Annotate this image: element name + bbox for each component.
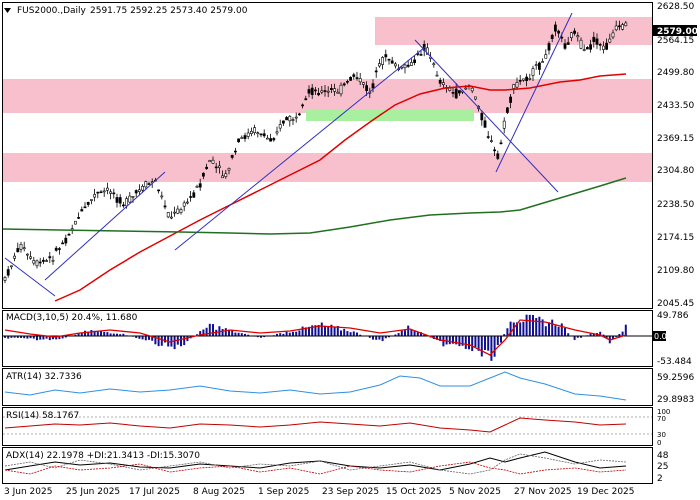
price-tick: 2433.50 xyxy=(657,101,694,111)
trendlines xyxy=(4,12,573,297)
macd-label: MACD(3,10,5) 20.4%, 11.680 xyxy=(6,313,138,323)
date-tick: 19 Dec 2025 xyxy=(577,487,635,497)
atr-line xyxy=(4,371,627,401)
resistance-zone-top xyxy=(375,17,652,45)
macd-axis-top: 49.786 xyxy=(657,311,689,321)
price-tick: 2564.15 xyxy=(657,36,694,46)
date-tick: 17 Jul 2025 xyxy=(129,487,180,497)
adx-axis-bottom: 2 xyxy=(657,474,663,484)
atr-axis-top: 59.2596 xyxy=(657,373,694,383)
date-tick: 8 Aug 2025 xyxy=(193,487,245,497)
rsi-axis: 100 70 30 0 xyxy=(657,408,670,447)
date-tick: 25 Jun 2025 xyxy=(66,487,120,497)
price-axis: 2628.50 2564.15 2499.80 2433.50 2369.15 … xyxy=(657,2,694,309)
price-tick: 2499.80 xyxy=(657,68,694,78)
resistance-zone-mid xyxy=(3,79,652,113)
rsi-line xyxy=(4,417,627,433)
price-tick: 2174.15 xyxy=(657,233,694,243)
price-tick: 2045.45 xyxy=(657,299,694,309)
date-tick: 27 Nov 2025 xyxy=(514,487,572,497)
atr-axis-bottom: 29.8983 xyxy=(657,395,694,405)
macd-axis-bottom: -53.484 xyxy=(657,357,692,367)
chart-header: FUS2000.,Daily 2591.75 2592.25 2573.40 2… xyxy=(4,6,248,16)
minus-di-line xyxy=(4,461,627,475)
date-tick: 5 Nov 2025 xyxy=(449,487,501,497)
atr-label: ATR(14) 32.7336 xyxy=(6,372,82,382)
current-price-box xyxy=(653,25,697,36)
symbol-label: FUS2000.,Daily xyxy=(17,6,87,16)
svg-text:30: 30 xyxy=(657,431,666,439)
date-tick: 3 Jun 2025 xyxy=(4,487,52,497)
adx-axis-mid: 25 xyxy=(657,462,668,472)
adx-axis-top: 48 xyxy=(657,451,669,461)
macd-axis-zero: 0.00 xyxy=(654,332,672,341)
support-zone xyxy=(306,110,474,121)
macd-zero-box xyxy=(653,331,666,341)
price-candles xyxy=(3,20,628,284)
panel-frames xyxy=(2,2,653,484)
triangle-down-icon[interactable] xyxy=(4,8,11,13)
svg-text:70: 70 xyxy=(657,415,666,423)
ma-slow-line xyxy=(2,177,627,235)
price-tick: 2304.80 xyxy=(657,166,694,176)
svg-text:0: 0 xyxy=(657,439,661,447)
resistance-zone-low xyxy=(3,153,652,182)
svg-text:100: 100 xyxy=(657,408,670,416)
plus-di-line xyxy=(4,453,627,475)
macd-signal-line xyxy=(4,319,627,356)
zones xyxy=(3,17,652,182)
ohlc-values: 2591.75 2592.25 2573.40 2579.00 xyxy=(90,6,248,16)
adx-label: ADX(14) 22.1978 +DI:21.3413 -DI:15.3070 xyxy=(6,451,200,461)
rsi-label: RSI(14) 58.1767 xyxy=(6,411,79,421)
ma-fast-line xyxy=(54,73,627,302)
price-tick: 2109.80 xyxy=(657,266,694,276)
date-tick: 15 Oct 2025 xyxy=(386,487,442,497)
price-tick: 2238.50 xyxy=(657,200,694,210)
current-price: 2579.00 xyxy=(657,27,698,37)
date-tick: 1 Sep 2025 xyxy=(258,487,309,497)
price-tick: 2369.15 xyxy=(657,134,694,144)
price-tick: 2628.50 xyxy=(657,2,694,12)
date-tick: 23 Sep 2025 xyxy=(322,487,379,497)
time-axis: 3 Jun 2025 25 Jun 2025 17 Jul 2025 8 Aug… xyxy=(4,487,635,497)
